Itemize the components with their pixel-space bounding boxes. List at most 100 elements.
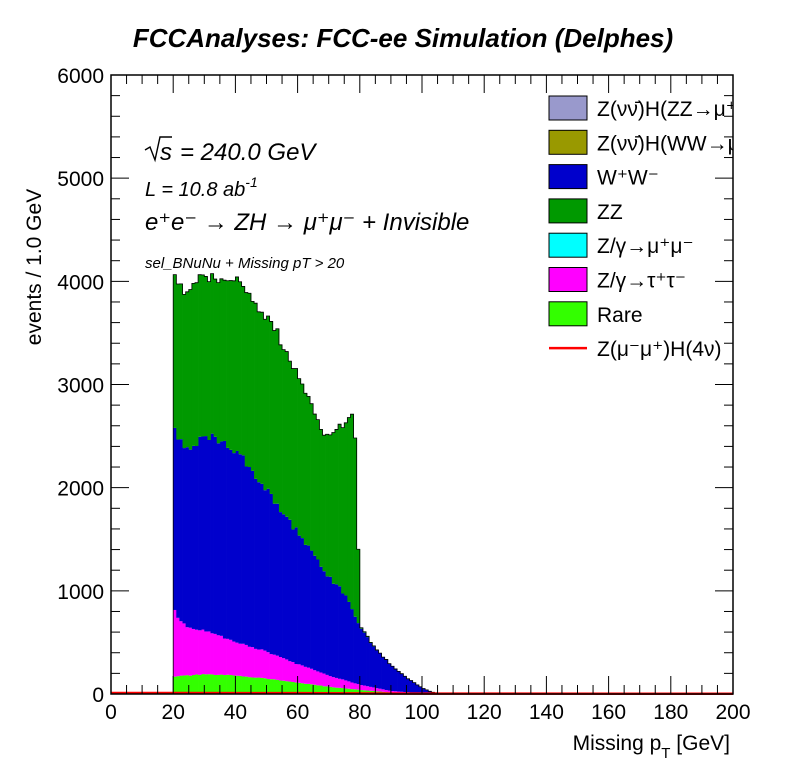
- bar-rare: [222, 675, 227, 694]
- bar-zz: [350, 414, 354, 610]
- bar-rare: [282, 680, 286, 694]
- bar-z: [188, 627, 193, 676]
- bar-z: [310, 668, 314, 685]
- bar-w-w: [400, 673, 404, 692]
- bar-z: [344, 680, 348, 689]
- bar-w-w: [372, 646, 376, 688]
- bar-zz: [219, 278, 224, 442]
- bar-z: [322, 673, 326, 687]
- bar-zz: [210, 273, 214, 434]
- bar-z: [347, 681, 351, 689]
- bar-zz: [229, 280, 233, 450]
- legend-label: Z/γ→μ⁺μ⁻: [597, 235, 694, 258]
- bar-rare: [325, 686, 330, 694]
- bar-w-w: [300, 538, 305, 666]
- bar-z: [350, 682, 354, 690]
- y-tick-label: 2000: [57, 478, 104, 501]
- bar-w-w: [201, 436, 205, 630]
- bar-rare: [328, 686, 333, 694]
- bar-rare: [232, 675, 236, 694]
- bar-z: [176, 617, 180, 677]
- bar-zz: [341, 427, 345, 594]
- bar-w-w: [316, 559, 320, 672]
- bar-zz: [263, 319, 267, 491]
- bar-zz: [179, 283, 183, 440]
- y-tick-label: 6000: [57, 65, 104, 88]
- bar-z: [328, 676, 333, 687]
- bar-w-w: [403, 676, 407, 693]
- bar-z: [254, 648, 258, 678]
- bar-z: [291, 662, 295, 682]
- bar-zz: [275, 328, 280, 504]
- bar-w-w: [235, 450, 239, 643]
- bar-zz: [303, 393, 308, 545]
- bar-rare: [288, 681, 292, 694]
- bar-w-w: [310, 550, 314, 669]
- bar-rare: [194, 674, 199, 694]
- bar-zz: [359, 627, 364, 629]
- bar-w-w: [238, 454, 242, 644]
- bar-zz: [247, 293, 252, 468]
- bar-rare: [263, 678, 267, 694]
- bar-w-w: [232, 453, 236, 642]
- bar-w-w: [306, 545, 311, 668]
- bar-z: [303, 666, 308, 684]
- bar-w-w: [176, 439, 180, 618]
- bar-zz: [185, 291, 190, 448]
- bar-w-w: [247, 467, 252, 647]
- bar-zz: [334, 429, 339, 585]
- bar-rare: [179, 675, 183, 694]
- x-axis-label-unit: [GeV]: [670, 732, 730, 755]
- bar-rare: [306, 683, 311, 694]
- lumi-annotation: L = 10.8 ab-1: [145, 174, 258, 201]
- bar-zz: [319, 429, 323, 567]
- bar-z: [213, 633, 218, 675]
- bar-zz: [282, 349, 286, 515]
- bar-rare: [275, 679, 280, 694]
- bar-z: [247, 646, 252, 678]
- bar-w-w: [194, 446, 199, 630]
- sqrt-symbol: [144, 136, 172, 163]
- bar-zz: [173, 274, 177, 428]
- bar-z: [207, 631, 211, 675]
- bar-rare: [250, 677, 255, 694]
- bar-rare: [207, 674, 211, 694]
- bar-z: [378, 688, 382, 692]
- bar-w-w: [219, 441, 224, 636]
- bar-w-w: [241, 455, 246, 644]
- lumi-text: L = 10.8 ab: [145, 179, 245, 201]
- bar-z: [313, 670, 317, 685]
- x-tick-label: 0: [105, 701, 117, 724]
- bar-z: [272, 654, 277, 680]
- lumi-exponent: -1: [245, 174, 257, 190]
- bar-z: [334, 677, 339, 688]
- bar-rare: [188, 675, 193, 694]
- bar-rare: [173, 676, 177, 694]
- y-axis: 0 1000 2000 3000 4000 5000 6000: [57, 65, 733, 707]
- bar-rare: [226, 674, 230, 694]
- bar-z: [394, 691, 398, 693]
- bar-zz: [328, 434, 333, 577]
- bar-rare: [182, 675, 186, 694]
- bar-z: [210, 633, 214, 675]
- legend-label: ZZ: [597, 201, 623, 224]
- bar-w-w: [275, 503, 280, 656]
- bar-w-w: [425, 689, 429, 694]
- bar-w-w: [285, 516, 289, 660]
- sqrt-s-annotation: s = 240.0 GeV: [144, 136, 317, 166]
- bar-w-w: [272, 503, 277, 655]
- bar-w-w: [198, 436, 202, 631]
- bar-rare: [257, 677, 261, 694]
- bar-zz: [207, 281, 211, 440]
- bar-w-w: [282, 514, 286, 659]
- bar-zz: [331, 432, 336, 584]
- x-axis-label: Missing pT [GeV]: [573, 732, 730, 762]
- bar-w-w: [185, 447, 190, 628]
- bar-zz: [241, 286, 246, 456]
- bar-w-w: [226, 447, 230, 639]
- bar-rare: [316, 685, 320, 694]
- chart-title: FCCAnalyses: FCC-ee Simulation (Delphes): [133, 23, 673, 53]
- bar-z: [198, 630, 202, 675]
- bar-zz: [306, 396, 311, 546]
- bar-zz: [278, 344, 283, 513]
